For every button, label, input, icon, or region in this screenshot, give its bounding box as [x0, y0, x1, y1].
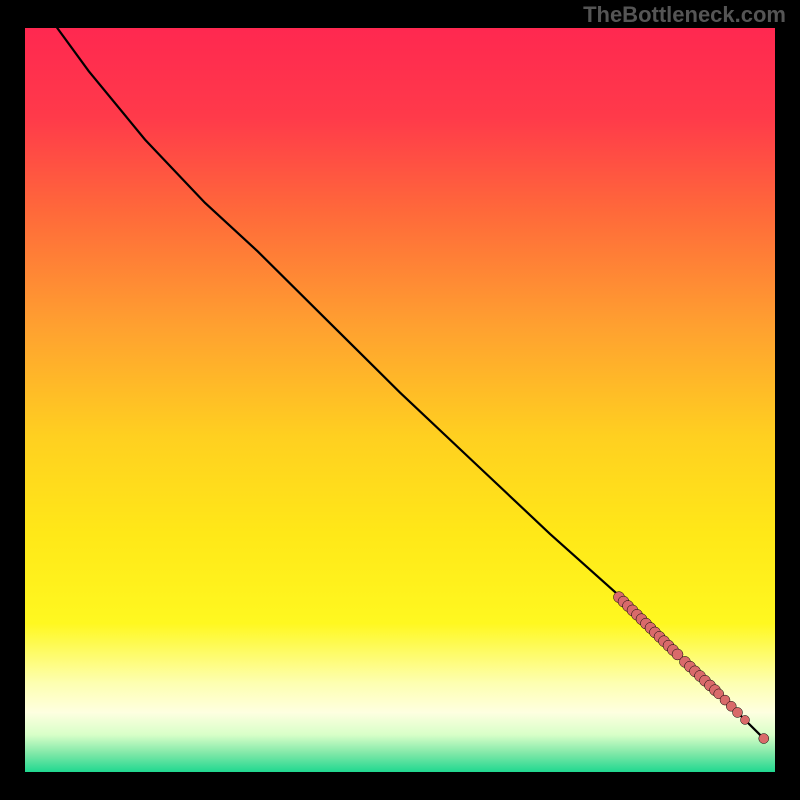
data-point — [741, 715, 750, 724]
chart-plot-area — [25, 28, 775, 772]
data-point — [733, 707, 743, 717]
chart-svg — [25, 28, 775, 772]
data-point — [759, 734, 769, 744]
marker-group — [614, 592, 769, 744]
attribution-text: TheBottleneck.com — [583, 2, 786, 28]
